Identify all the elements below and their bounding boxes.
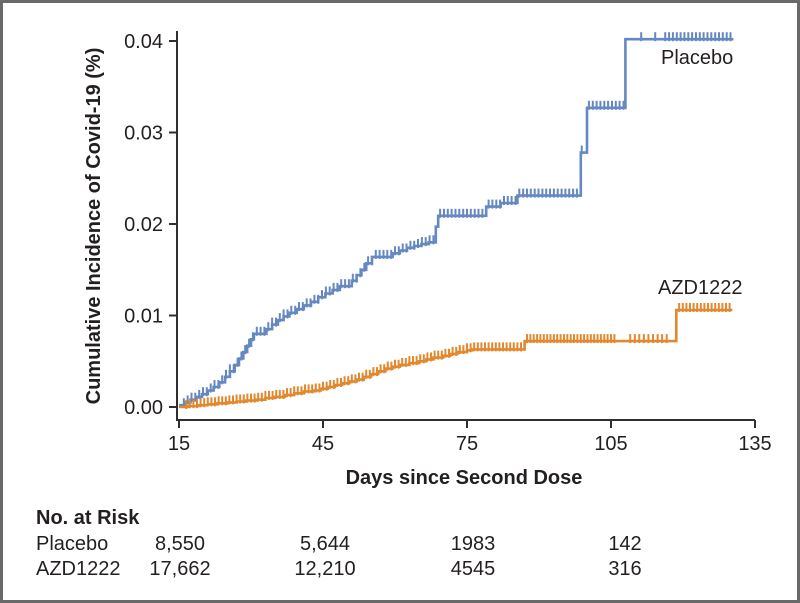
y-tick-label: 0.02 xyxy=(124,214,163,236)
risk-value: 17,662 xyxy=(149,558,210,580)
risk-value: 4545 xyxy=(451,558,496,580)
series-label-placebo: Placebo xyxy=(661,47,733,69)
risk-table-title: No. at Risk xyxy=(36,507,140,529)
risk-value: 316 xyxy=(608,558,641,580)
risk-row-label: Placebo xyxy=(36,533,108,555)
generated-chart-content: 0.00 0.01 0.02 0.03 0.04 15 45 75 105 135 Placebo 8… xyxy=(36,31,772,580)
x-tick-label: 45 xyxy=(312,433,334,455)
curve-azd1222 xyxy=(179,308,733,409)
risk-value: 12,210 xyxy=(294,558,355,580)
risk-value: 8,550 xyxy=(155,533,205,555)
x-tick-label: 15 xyxy=(168,433,190,455)
risk-value: 142 xyxy=(608,533,641,555)
y-tick-label: 0.01 xyxy=(124,306,163,328)
risk-value: 5,644 xyxy=(300,533,350,555)
y-tick-label: 0.00 xyxy=(124,397,163,419)
x-tick-label: 135 xyxy=(738,433,771,455)
series-label-azd1222: AZD1222 xyxy=(658,277,743,299)
y-axis-title: Cumulative Incidence of Covid-19 (%) xyxy=(83,48,105,405)
risk-row-label: AZD1222 xyxy=(36,558,121,580)
y-tick-label: 0.04 xyxy=(124,31,163,53)
x-tick-label: 105 xyxy=(594,433,627,455)
risk-value: 1983 xyxy=(451,533,496,555)
x-tick-label: 75 xyxy=(456,433,478,455)
cumulative-incidence-chart: 0.00 0.01 0.02 0.03 0.04 15 45 75 105 135 Placebo 8… xyxy=(36,31,772,580)
x-axis-title: Days since Second Dose xyxy=(346,467,583,489)
y-tick-label: 0.03 xyxy=(124,123,163,145)
